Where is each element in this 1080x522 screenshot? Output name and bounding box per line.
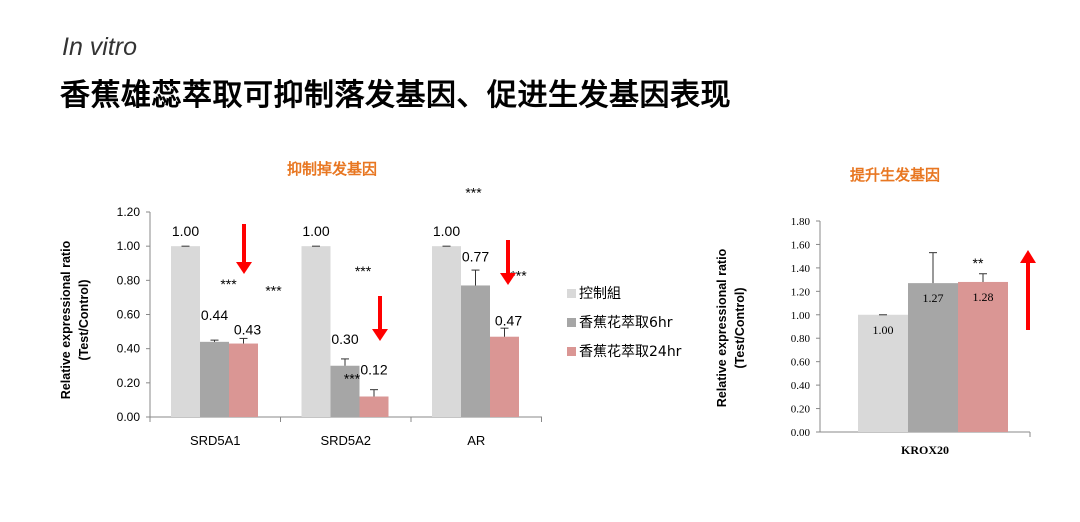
y-tick-label: 0.80 xyxy=(117,273,141,287)
y-tick-label: 0.40 xyxy=(791,380,811,392)
y-tick-label: 0.60 xyxy=(791,357,811,369)
y-tick-label: 1.20 xyxy=(117,205,141,219)
legend-label: 控制組 xyxy=(579,286,621,302)
chart-title: 抑制掉发基因 xyxy=(287,160,377,178)
data-label: 1.00 xyxy=(172,223,199,239)
bar xyxy=(330,365,360,417)
page-title: 香蕉雄蕊萃取可抑制落发基因、促进生发基因表现 xyxy=(60,78,731,113)
y-tick-label: 1.80 xyxy=(791,216,811,228)
y-tick-label: 0.60 xyxy=(117,308,141,322)
data-label: 0.12 xyxy=(360,362,387,378)
legend-swatch xyxy=(567,318,576,327)
y-tick-label: 0.00 xyxy=(117,410,141,424)
bar xyxy=(432,246,461,417)
bar xyxy=(171,246,200,417)
bar xyxy=(200,341,229,417)
legend-swatch xyxy=(567,289,576,298)
data-label: 0.47 xyxy=(495,313,522,329)
down-arrow-icon xyxy=(372,329,388,341)
bar xyxy=(359,396,389,417)
y-tick-label: 0.80 xyxy=(791,333,811,345)
y-axis-label: Relative expressional ratio xyxy=(59,240,73,399)
significance-stars: *** xyxy=(465,184,482,200)
data-label: 0.77 xyxy=(462,248,489,264)
data-label: 0.30 xyxy=(331,331,358,347)
bar xyxy=(958,281,1008,432)
significance-stars: *** xyxy=(355,263,372,279)
down-arrow-icon xyxy=(236,262,252,274)
data-label: 0.44 xyxy=(201,307,228,323)
y-tick-label: 1.40 xyxy=(791,263,811,275)
bar xyxy=(490,336,519,417)
data-label: 1.00 xyxy=(302,223,329,239)
chart-title: 提升生发基因 xyxy=(850,166,940,184)
up-arrow-icon xyxy=(1020,250,1036,263)
y-axis-label: Relative expressional ratio xyxy=(715,248,729,407)
y-tick-label: 1.00 xyxy=(117,239,141,253)
y-axis-label: (Test/Control) xyxy=(77,279,91,360)
legend-swatch xyxy=(567,347,576,356)
significance-stars: *** xyxy=(265,283,282,299)
bar xyxy=(301,246,331,417)
bar xyxy=(461,285,490,417)
data-label: 1.00 xyxy=(433,223,460,239)
page-subtitle: In vitro xyxy=(62,33,138,61)
legend-label: 香蕉花萃取24hr xyxy=(579,344,682,360)
legend-label: 香蕉花萃取6hr xyxy=(579,315,673,331)
y-tick-label: 1.00 xyxy=(791,310,811,322)
significance-stars: *** xyxy=(510,268,527,284)
y-tick-label: 1.60 xyxy=(791,239,811,251)
x-category-label: SRD5A1 xyxy=(190,433,241,448)
bar xyxy=(908,283,958,432)
data-label: 1.00 xyxy=(873,323,894,337)
significance-stars: *** xyxy=(344,371,361,387)
data-label: 1.27 xyxy=(923,291,944,305)
y-tick-label: 0.20 xyxy=(791,404,811,416)
y-tick-label: 1.20 xyxy=(791,286,811,298)
bar xyxy=(229,343,258,417)
y-tick-label: 0.00 xyxy=(791,427,811,439)
x-category-label: AR xyxy=(467,433,485,448)
significance-stars: ** xyxy=(973,255,984,271)
data-label: 0.43 xyxy=(234,322,261,338)
y-tick-label: 0.40 xyxy=(117,342,141,356)
x-category-label: SRD5A2 xyxy=(320,433,371,448)
data-label: 1.28 xyxy=(973,290,994,304)
significance-stars: *** xyxy=(220,276,237,292)
y-tick-label: 0.20 xyxy=(117,376,141,390)
down-arrow-icon xyxy=(500,273,516,285)
x-category-label: KROX20 xyxy=(901,443,949,457)
y-axis-label: (Test/Control) xyxy=(733,287,747,368)
bar xyxy=(858,314,908,432)
